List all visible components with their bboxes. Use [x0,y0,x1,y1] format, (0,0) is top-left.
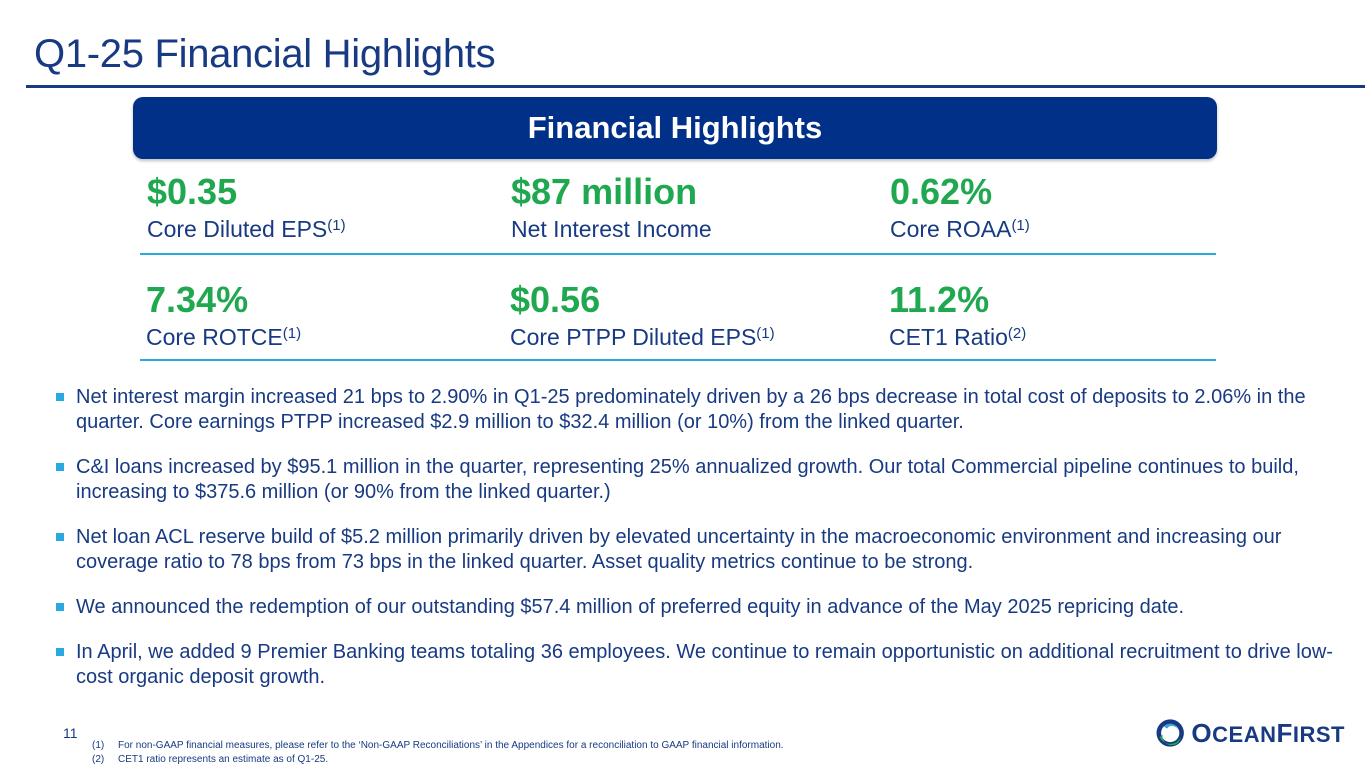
metric-row-divider [140,253,1216,255]
bullet-square-icon [56,393,64,401]
metric-value: 7.34% [146,279,249,320]
bullet-item: We announced the redemption of our outst… [56,595,1346,620]
metric-label: Core ROAA(1) [890,216,1030,242]
bullet-item: Net interest margin increased 21 bps to … [56,385,1346,435]
metric-core-roaa: 0.62% Core ROAA(1) [890,171,1030,243]
bullet-square-icon [56,463,64,471]
company-logo: OCEANFIRST [1155,710,1345,756]
bullet-item: C&I loans increased by $95.1 million in … [56,455,1346,505]
metric-value: $87 million [511,171,698,212]
footnotes: (1) For non-GAAP financial measures, plea… [92,739,784,767]
metric-label: Core ROTCE(1) [146,324,302,350]
metric-core-rotce: 7.34% Core ROTCE(1) [146,279,302,351]
footnote-item: (2) CET1 ratio represents an estimate as … [92,754,329,765]
oceanfirst-swirl-icon [1156,719,1184,747]
metric-value: 0.62% [890,171,993,212]
bullet-item: In April, we added 9 Premier Banking tea… [56,640,1346,690]
metric-core-diluted-eps: $0.35 Core Diluted EPS(1) [147,171,346,243]
bullet-item: Net loan ACL reserve build of $5.2 milli… [56,525,1346,575]
metric-label: Core PTPP Diluted EPS(1) [510,324,775,350]
section-banner: Financial Highlights [133,97,1217,159]
metric-value: 11.2% [889,279,990,320]
bullet-square-icon [56,533,64,541]
metric-cet1-ratio: 11.2% CET1 Ratio(2) [889,279,1027,351]
metric-value: $0.56 [510,279,601,320]
footnote-item: (1) For non-GAAP financial measures, plea… [92,740,784,751]
bullet-square-icon [56,648,64,656]
metric-net-interest-income: $87 million Net Interest Income [511,171,712,243]
metric-label: CET1 Ratio(2) [889,324,1027,350]
metric-label: Net Interest Income [511,216,712,242]
metric-core-ptpp-diluted-eps: $0.56 Core PTPP Diluted EPS(1) [510,279,775,351]
page-title: Q1-25 Financial Highlights [34,32,496,76]
bullet-list: Net interest margin increased 21 bps to … [56,385,1346,710]
metric-value: $0.35 [147,171,238,212]
metric-label: Core Diluted EPS(1) [147,216,346,242]
bullet-square-icon [56,603,64,611]
logo-wordmark: OCEANFIRST [1191,717,1345,748]
page-number: 11 [63,725,78,741]
metric-row-divider [140,359,1216,361]
title-divider [26,85,1365,88]
